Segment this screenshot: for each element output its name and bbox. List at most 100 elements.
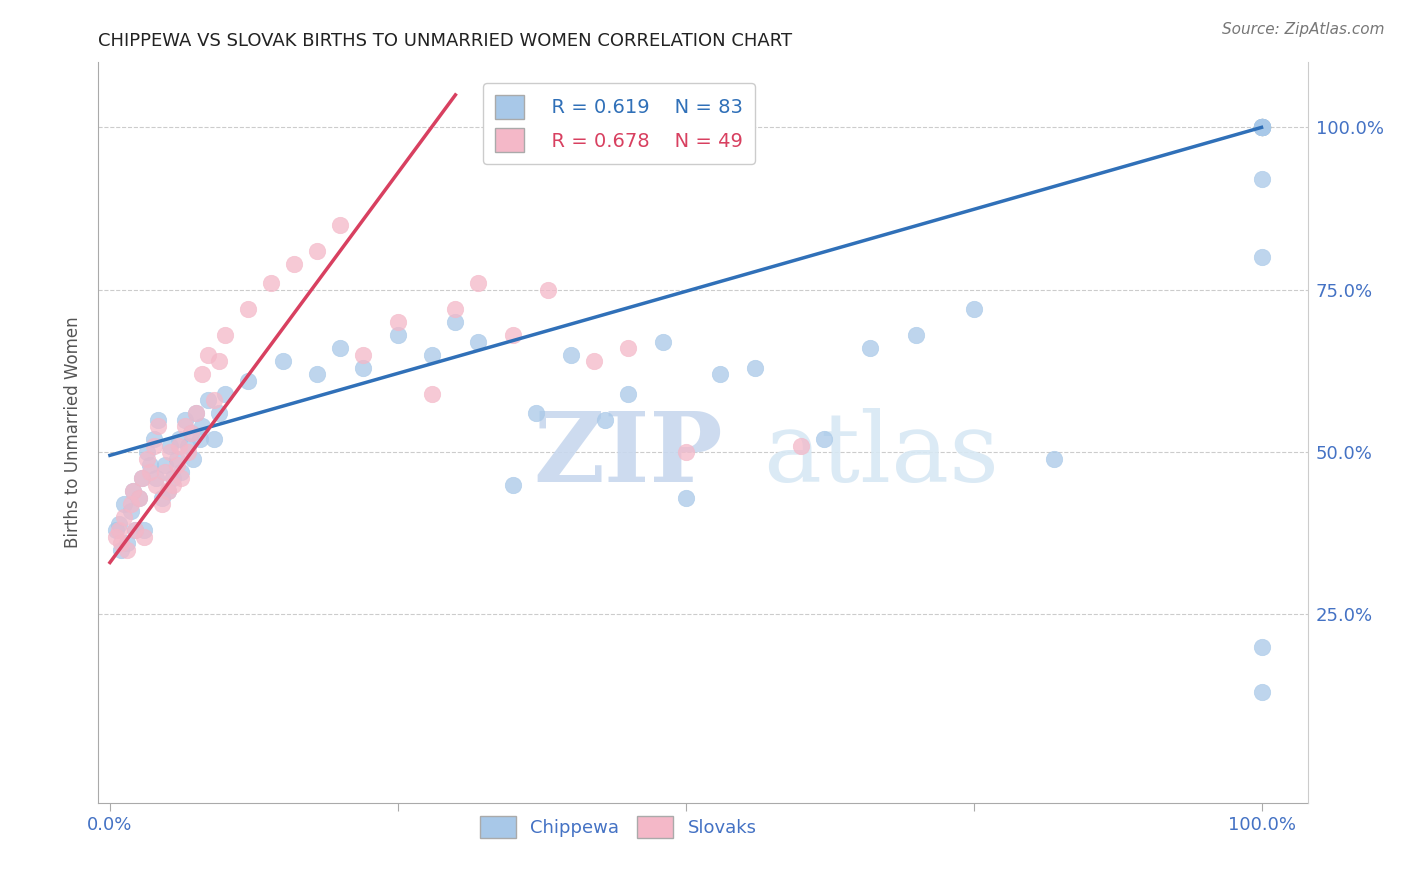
Point <box>162 471 184 485</box>
Point <box>120 497 142 511</box>
Point <box>173 412 195 426</box>
Point <box>134 529 156 543</box>
Point <box>1250 120 1272 135</box>
Point <box>1250 120 1272 135</box>
Point <box>173 419 195 434</box>
Point <box>159 445 181 459</box>
Point <box>260 277 283 291</box>
Point <box>131 471 153 485</box>
Point <box>1250 640 1272 654</box>
Point <box>387 315 409 329</box>
Point <box>709 367 731 381</box>
Point <box>128 491 150 505</box>
Point <box>162 477 184 491</box>
Point <box>188 432 211 446</box>
Point <box>214 328 236 343</box>
Point <box>197 393 219 408</box>
Point <box>155 458 177 472</box>
Point <box>352 360 374 375</box>
Point <box>115 536 138 550</box>
Point <box>905 328 928 343</box>
Point <box>177 445 200 459</box>
Point <box>197 348 219 362</box>
Point <box>1250 685 1272 699</box>
Point <box>236 302 259 317</box>
Point <box>139 458 162 472</box>
Y-axis label: Births to Unmarried Women: Births to Unmarried Women <box>65 317 83 549</box>
Point <box>110 542 132 557</box>
Point <box>502 328 524 343</box>
Point <box>142 432 165 446</box>
Point <box>1250 120 1272 135</box>
Point <box>1250 120 1272 135</box>
Point <box>675 445 697 459</box>
Point <box>1250 120 1272 135</box>
Point <box>962 302 984 317</box>
Point <box>307 244 329 258</box>
Point <box>177 439 200 453</box>
Point <box>744 360 766 375</box>
Point <box>170 465 193 479</box>
Point <box>208 406 231 420</box>
Point <box>1250 120 1272 135</box>
Point <box>186 406 208 420</box>
Point <box>1250 250 1272 264</box>
Point <box>104 523 127 537</box>
Point <box>191 419 214 434</box>
Point <box>104 529 127 543</box>
Point <box>122 484 145 499</box>
Point <box>142 439 165 453</box>
Point <box>859 341 882 355</box>
Point <box>1250 120 1272 135</box>
Point <box>108 523 131 537</box>
Point <box>202 432 225 446</box>
Point <box>115 542 138 557</box>
Point <box>186 406 208 420</box>
Point <box>560 348 582 362</box>
Point <box>122 484 145 499</box>
Point <box>444 302 467 317</box>
Point <box>1250 120 1272 135</box>
Point <box>166 451 188 466</box>
Point <box>156 484 179 499</box>
Point <box>110 536 132 550</box>
Point <box>617 341 640 355</box>
Point <box>112 497 135 511</box>
Point <box>156 484 179 499</box>
Point <box>145 477 167 491</box>
Text: ZIP: ZIP <box>534 408 723 502</box>
Point <box>135 451 157 466</box>
Point <box>502 477 524 491</box>
Point <box>352 348 374 362</box>
Point <box>387 328 409 343</box>
Point <box>271 354 294 368</box>
Point <box>1250 120 1272 135</box>
Point <box>170 471 193 485</box>
Point <box>1250 120 1272 135</box>
Point <box>467 334 489 349</box>
Point <box>159 439 181 453</box>
Point <box>329 341 352 355</box>
Point <box>1250 120 1272 135</box>
Point <box>582 354 605 368</box>
Point <box>1250 120 1272 135</box>
Point <box>593 412 616 426</box>
Point <box>150 491 173 505</box>
Point <box>790 439 813 453</box>
Point <box>1250 120 1272 135</box>
Point <box>651 334 673 349</box>
Point <box>1250 120 1272 135</box>
Point <box>150 497 173 511</box>
Point <box>1043 451 1066 466</box>
Point <box>181 451 204 466</box>
Point <box>1250 120 1272 135</box>
Point <box>180 425 202 440</box>
Point <box>167 439 190 453</box>
Point <box>134 523 156 537</box>
Point <box>191 367 214 381</box>
Legend: Chippewa, Slovaks: Chippewa, Slovaks <box>472 809 765 846</box>
Point <box>617 386 640 401</box>
Point <box>155 465 177 479</box>
Point <box>697 120 720 135</box>
Point <box>202 393 225 408</box>
